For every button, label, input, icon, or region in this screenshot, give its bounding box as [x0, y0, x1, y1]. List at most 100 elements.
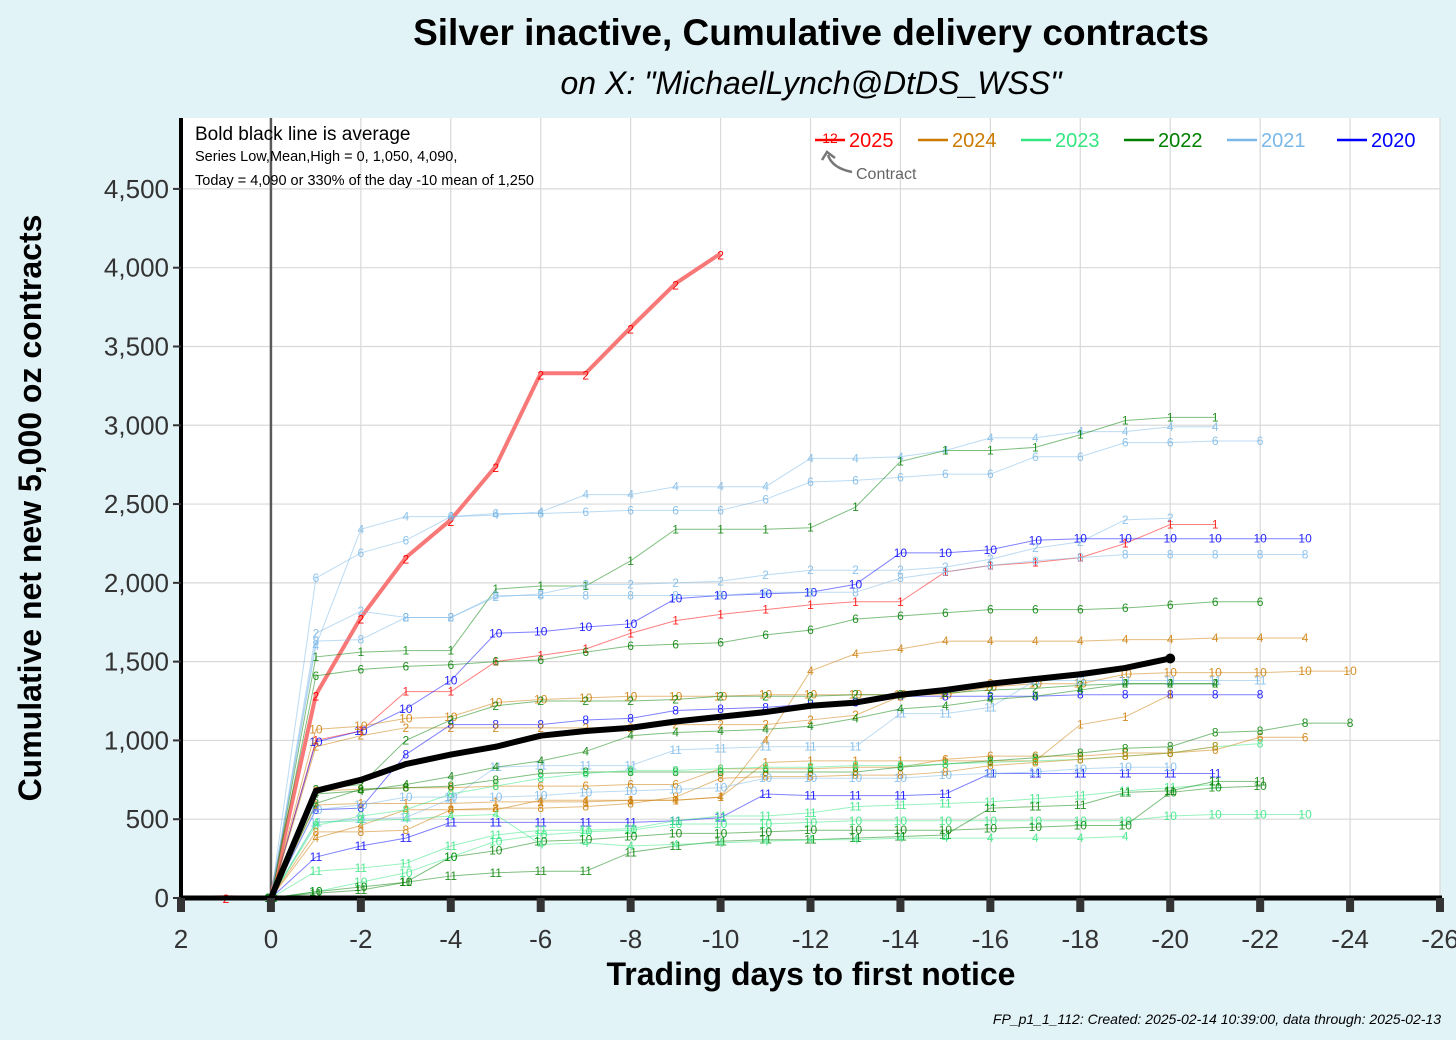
y-tick-label-6: 3,000 — [104, 410, 169, 440]
point-label-4-3: 1 — [402, 644, 409, 658]
point-label-10-7: 4 — [582, 793, 589, 807]
point-label-27-8: 11 — [624, 845, 637, 859]
point-label-25-8: 10 — [624, 823, 638, 837]
point-label-13-6: 2 — [537, 721, 544, 735]
point-label-12-2: 8 — [358, 801, 365, 815]
point-label-20-10: 4 — [717, 724, 724, 738]
axes: 0 500 1,000 1,500 2,000 2,500 3,000 3,500 4,000 4… — [104, 118, 1456, 954]
point-label-12-15: 8 — [942, 689, 949, 703]
point-label-19-2: 8 — [358, 809, 365, 823]
point-label-23-2: 10 — [354, 798, 368, 812]
point-label-23-4: 10 — [444, 790, 458, 804]
point-label-12-4: 8 — [447, 718, 454, 732]
point-label-4-13: 1 — [852, 500, 859, 514]
point-label-5-8: 2 — [627, 577, 634, 591]
point-label-11-3: 10 — [399, 711, 413, 725]
point-label-10-23: 4 — [1302, 631, 1309, 645]
x-tick-label-10: -18 — [1061, 924, 1099, 954]
point-label-18-4: 8 — [447, 779, 454, 793]
point-label-26-21: 10 — [1208, 781, 1222, 795]
point-label-28-5: 4 — [492, 807, 499, 821]
y-tick-label-1: 500 — [126, 804, 169, 834]
point-label-14-8: 2 — [627, 694, 634, 708]
x-tick-label-11: -20 — [1151, 924, 1189, 954]
point-label-20-3: 4 — [402, 778, 409, 792]
point-label-9-11: 6 — [762, 628, 769, 642]
point-label-7-6: 10 — [534, 625, 548, 639]
point-label-15-8: 1 — [627, 793, 634, 807]
point-label-26-12: 10 — [804, 823, 818, 837]
point-label-22-13: 11 — [849, 789, 862, 803]
series-7: 10 10 10 10 10 10 10 10 10 10 10 10 10 10 10 10 10 10 10 10… — [264, 532, 1312, 905]
point-label-10-16: 4 — [987, 634, 994, 648]
x-tick-mark-11 — [1166, 898, 1175, 912]
point-label-24-2: 11 — [355, 861, 368, 875]
point-label-19-8: 8 — [627, 763, 634, 777]
point-label-19-13: 8 — [852, 759, 859, 773]
point-label-15-20: 1 — [1167, 688, 1174, 702]
point-label-4-4: 1 — [447, 644, 454, 658]
point-label-4-18: 1 — [1077, 428, 1084, 442]
point-label-21-17: 8 — [1032, 755, 1039, 769]
point-label-6-20: 1 — [1167, 518, 1174, 532]
point-label-14-10: 2 — [717, 689, 724, 703]
point-label-27-22: 11 — [1254, 774, 1267, 788]
point-label-11-2: 10 — [354, 719, 368, 733]
point-label-11-11: 10 — [759, 688, 773, 702]
point-label-7-11: 10 — [759, 587, 773, 601]
y-tick-label-9: 4,500 — [104, 174, 169, 204]
point-label-18-18: 8 — [1077, 746, 1084, 760]
point-label-10-19: 4 — [1122, 633, 1129, 647]
point-label-26-9: 10 — [669, 826, 683, 840]
point-label-8-23: 8 — [1302, 547, 1309, 561]
point-label-20-15: 4 — [942, 699, 949, 713]
point-label-22-15: 11 — [939, 787, 952, 801]
point-label-23-20: 10 — [1164, 760, 1178, 774]
x-tick-mark-12 — [1256, 898, 1265, 912]
point-label-21-18: 8 — [1077, 752, 1084, 766]
point-label-13-7: 2 — [582, 721, 589, 735]
point-label-25-15: 10 — [939, 814, 953, 828]
point-label-22-12: 11 — [804, 789, 817, 803]
average-point-19 — [1122, 664, 1129, 671]
point-label-0-5: 2 — [402, 553, 409, 567]
point-label-11-23: 10 — [1298, 664, 1312, 678]
point-label-9-5: 6 — [492, 655, 499, 669]
point-label-18-19: 8 — [1122, 741, 1129, 755]
point-label-14-2: 2 — [358, 778, 365, 792]
point-label-3-3: 6 — [402, 533, 409, 547]
point-label-19-12: 8 — [807, 760, 814, 774]
point-label-3-5: 6 — [492, 507, 499, 521]
point-label-25-22: 10 — [1253, 807, 1267, 821]
point-label-6-9: 1 — [672, 614, 679, 628]
point-label-22-2: 11 — [355, 839, 368, 853]
x-tick-mark-10 — [1076, 898, 1085, 912]
point-label-2-17: 4 — [1032, 431, 1039, 445]
point-label-16-11: 11 — [759, 740, 772, 754]
point-label-10-13: 4 — [852, 647, 859, 661]
point-label-5-18: 2 — [1077, 535, 1084, 549]
point-label-0-12: 2 — [717, 249, 724, 263]
point-label-18-17: 8 — [1032, 751, 1039, 765]
point-label-2-7: 4 — [582, 488, 589, 502]
series-line-9 — [270, 601, 1261, 899]
point-label-19-11: 8 — [762, 760, 769, 774]
point-label-26-16: 10 — [984, 822, 998, 836]
point-label-10-2: 4 — [358, 819, 365, 833]
x-tick-mark-7 — [806, 898, 815, 912]
point-label-20-5: 4 — [492, 760, 499, 774]
point-label-8-7: 8 — [582, 588, 589, 602]
series-line-15 — [270, 694, 1171, 899]
series-line-16 — [270, 680, 1261, 899]
x-tick-label-8: -14 — [882, 924, 920, 954]
point-label-5-7: 2 — [582, 577, 589, 591]
point-label-27-11: 11 — [759, 833, 772, 847]
series-line-27 — [270, 780, 1261, 899]
point-label-3-11: 6 — [762, 492, 769, 506]
point-label-7-22: 10 — [1253, 532, 1267, 546]
point-label-10-21: 4 — [1212, 631, 1219, 645]
